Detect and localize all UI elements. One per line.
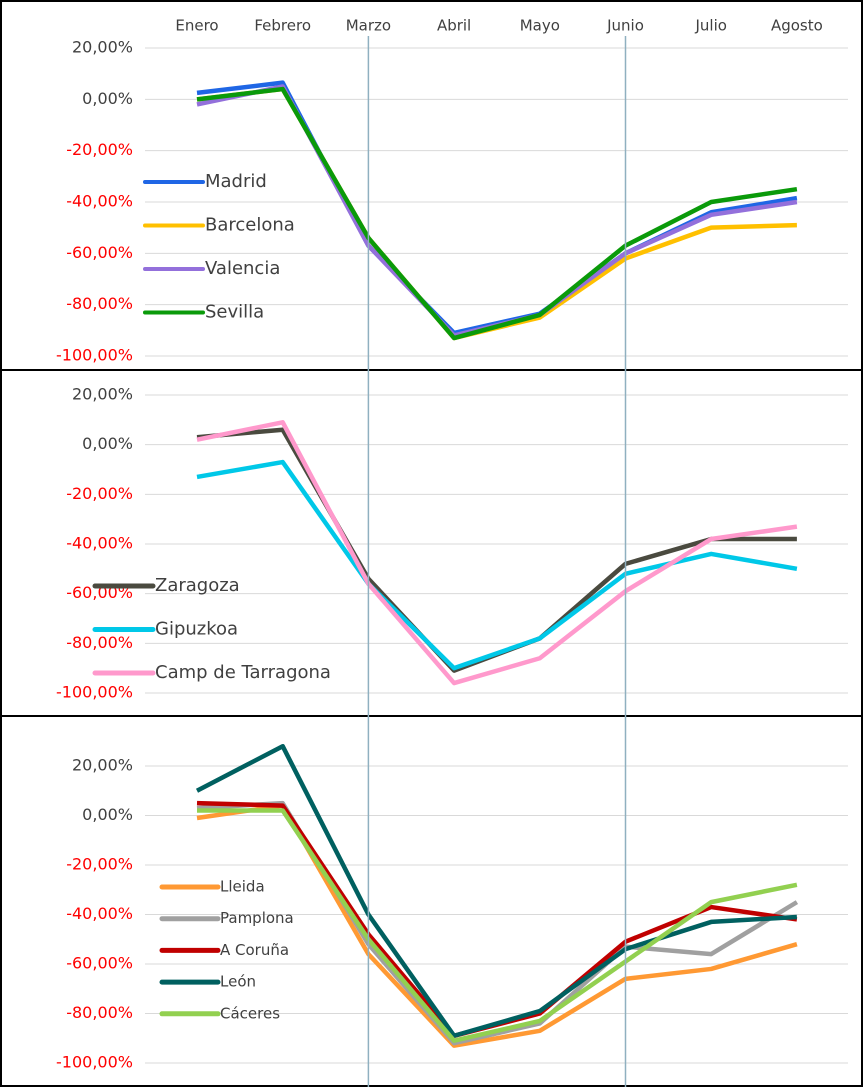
- x-tick-label: Agosto: [771, 17, 823, 35]
- x-tick-label: Abril: [437, 17, 471, 35]
- y-tick-label: -100,00%: [56, 683, 133, 702]
- panel: 20,00% 0,00% -20,00% -40,00% -60,00% -80,00% -…: [56, 38, 848, 365]
- x-tick-label: Enero: [175, 17, 218, 35]
- x-tick-label: Marzo: [346, 17, 391, 35]
- series-line: [196, 80, 798, 336]
- legend-label: Lleida: [220, 878, 265, 896]
- y-tick-label: -20,00%: [66, 140, 133, 159]
- legend-label: Camp de Tarragona: [155, 662, 331, 683]
- y-tick-label: -20,00%: [66, 855, 133, 874]
- legend-label: A Coruña: [220, 941, 289, 959]
- y-tick-label: -40,00%: [66, 904, 133, 923]
- series-line: [197, 808, 798, 1043]
- legend-label: León: [220, 973, 256, 991]
- legend-label: Cáceres: [220, 1004, 280, 1022]
- series-line: [196, 86, 798, 341]
- y-tick-label: 20,00%: [72, 38, 133, 57]
- legend-label: Sevilla: [205, 302, 264, 323]
- y-tick-label: -80,00%: [66, 294, 133, 313]
- y-tick-label: -100,00%: [56, 1053, 133, 1072]
- series-line: [196, 84, 798, 338]
- legend-label: Pamplona: [220, 909, 294, 927]
- y-tick-label: -60,00%: [66, 243, 133, 262]
- y-tick-label: 0,00%: [82, 89, 133, 108]
- y-tick-label: 20,00%: [72, 385, 133, 404]
- series-line: [196, 459, 798, 671]
- y-tick-label: -80,00%: [66, 633, 133, 652]
- panel: 20,00% 0,00% -20,00% -40,00% -60,00% -80,00% -…: [56, 743, 848, 1072]
- y-tick-label: 20,00%: [72, 756, 133, 775]
- y-tick-label: -60,00%: [66, 954, 133, 973]
- y-tick-label: -40,00%: [66, 534, 133, 553]
- x-tick-label: Febrero: [254, 17, 311, 35]
- legend-label: Zaragoza: [155, 575, 240, 596]
- y-tick-label: 0,00%: [82, 434, 133, 453]
- series-line: [195, 743, 798, 1039]
- legend-label: Valencia: [205, 258, 280, 279]
- legend-label: Barcelona: [205, 215, 295, 236]
- panel: 20,00%0,00%-20,00%-40,00%-60,00%-80,00%-…: [56, 385, 848, 702]
- legend-label: Madrid: [205, 171, 267, 192]
- x-tick-label: Mayo: [520, 17, 560, 35]
- y-tick-label: -80,00%: [66, 1003, 133, 1022]
- y-tick-label: -20,00%: [66, 484, 133, 503]
- y-tick-label: -40,00%: [66, 192, 133, 211]
- x-tick-label: Julio: [694, 17, 726, 35]
- series-line: [196, 420, 798, 686]
- y-tick-label: -100,00%: [56, 346, 133, 365]
- x-tick-label: Junio: [606, 17, 644, 35]
- legend-label: Gipuzkoa: [155, 619, 238, 640]
- y-tick-label: 0,00%: [82, 805, 133, 824]
